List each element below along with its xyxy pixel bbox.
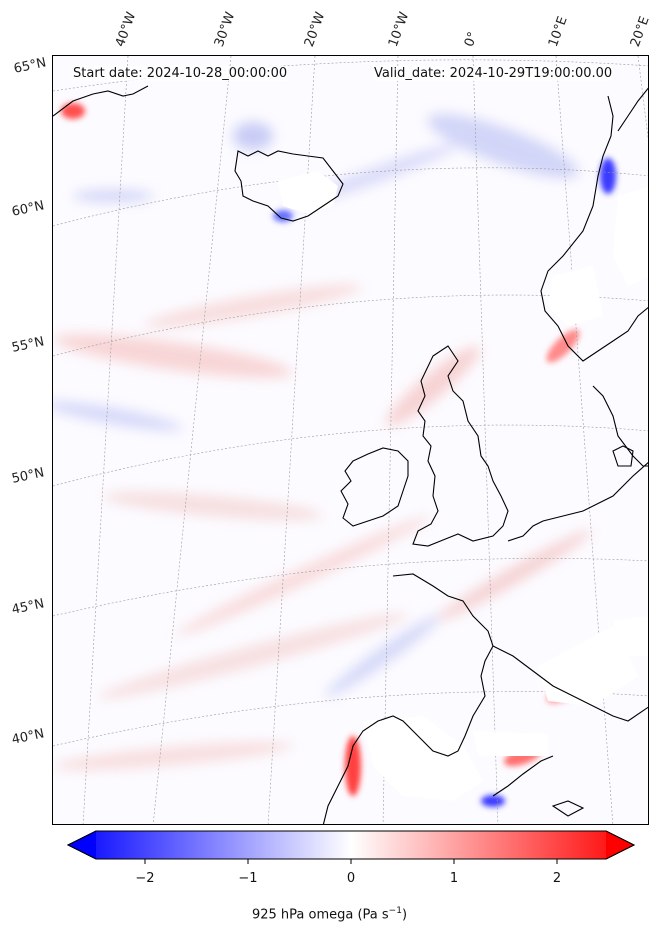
lon-label-10e: 10°E [545, 14, 571, 50]
valid-date-label: Valid_date: 2024-10-29T19:00:00.00 [374, 66, 613, 81]
coastlines [53, 85, 648, 824]
lat-label-55n: 55°N [10, 334, 46, 356]
colorbar-tick-2: 2 [552, 871, 562, 886]
lat-label-40n: 40°N [10, 726, 46, 748]
colorbar-tick-1: 1 [449, 871, 459, 886]
colorbar-low-extension [68, 831, 96, 859]
lat-label-50n: 50°N [10, 465, 46, 487]
lon-label-20e: 20°E [627, 14, 653, 50]
colorbar-label-close: ) [401, 907, 408, 923]
colorbar-tick-neg1: −1 [238, 871, 258, 886]
colorbar-label-main: 925 hPa omega (Pa s [251, 907, 389, 923]
lon-label-0: 0° [461, 29, 482, 49]
lon-label-10w: 10°W [385, 10, 413, 49]
omega-field-map [53, 56, 648, 824]
map-panel [52, 55, 649, 825]
masked-terrain [278, 171, 648, 801]
colorbar-high-extension [606, 831, 634, 859]
colorbar-tick-0: 0 [346, 871, 356, 886]
colorbar-label-unit-exponent: −1 [388, 906, 402, 916]
colorbar-label: 925 hPa omega (Pa s−1) [0, 906, 659, 922]
lon-label-20w: 20°W [301, 10, 329, 49]
omega-field-shading [53, 113, 592, 770]
lon-label-30w: 30°W [211, 10, 239, 49]
colorbar-body [66, 830, 636, 860]
lon-label-40w: 40°W [112, 10, 140, 49]
colorbar-ticks [144, 859, 558, 864]
lat-label-60n: 60°N [10, 198, 46, 220]
colorbar-tick-neg2: −2 [135, 871, 155, 886]
lat-label-65n: 65°N [12, 55, 48, 77]
start-date-label: Start date: 2024-10-28_00:00:00 [73, 66, 288, 81]
lat-label-45n: 45°N [10, 596, 46, 618]
